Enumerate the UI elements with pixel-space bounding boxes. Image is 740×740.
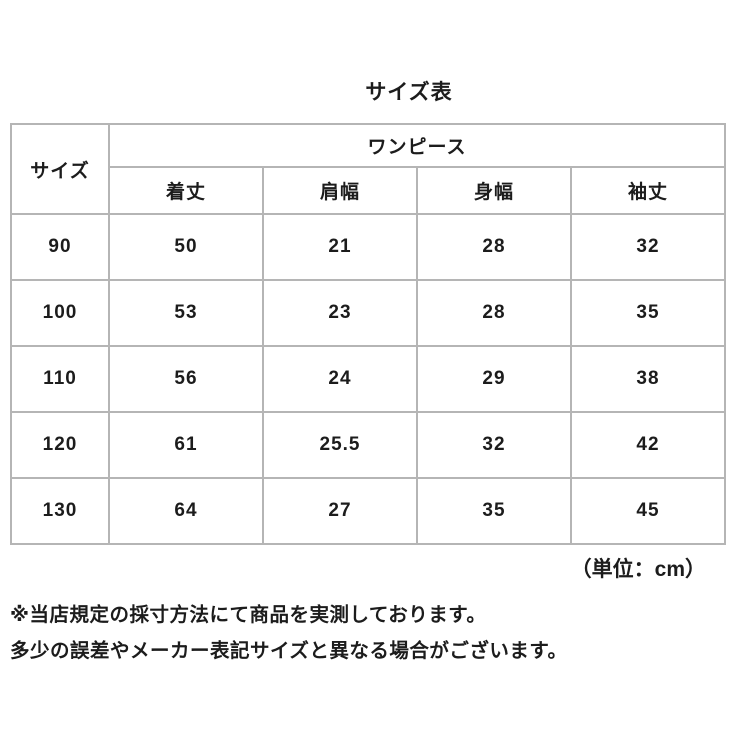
footnote-line-1: ※当店規定の採寸方法にて商品を実測しております。 bbox=[10, 604, 487, 626]
value-cell: 23 bbox=[262, 279, 418, 347]
value-cell: 25.5 bbox=[262, 411, 418, 479]
size-cell: 110 bbox=[10, 345, 110, 413]
size-cell: 130 bbox=[10, 477, 110, 545]
value-cell: 35 bbox=[570, 279, 726, 347]
table-row: 90 50 21 28 32 bbox=[10, 213, 726, 281]
value-cell: 35 bbox=[416, 477, 572, 545]
value-cell: 56 bbox=[108, 345, 264, 413]
group-header-onepiece: ワンピース bbox=[108, 123, 726, 168]
value-cell: 32 bbox=[416, 411, 572, 479]
size-cell: 120 bbox=[10, 411, 110, 479]
table-row: 130 64 27 35 45 bbox=[10, 477, 726, 545]
value-cell: 21 bbox=[262, 213, 418, 281]
value-cell: 28 bbox=[416, 213, 572, 281]
footnotes: ※当店規定の採寸方法にて商品を実測しております。 多少の誤差やメーカー表記サイズ… bbox=[10, 597, 740, 669]
column-header-body-width: 身幅 bbox=[416, 166, 572, 215]
column-header-length: 着丈 bbox=[108, 166, 264, 215]
page-title: サイズ表 bbox=[365, 81, 453, 104]
value-cell: 28 bbox=[416, 279, 572, 347]
table-row: 100 53 23 28 35 bbox=[10, 279, 726, 347]
value-cell: 45 bbox=[570, 477, 726, 545]
column-header-shoulder: 肩幅 bbox=[262, 166, 418, 215]
column-header-sleeve: 袖丈 bbox=[570, 166, 726, 215]
table-column-header-row: 着丈 肩幅 身幅 袖丈 bbox=[11, 166, 726, 215]
value-cell: 38 bbox=[570, 345, 726, 413]
footnote-line-2: 多少の誤差やメーカー表記サイズと異なる場合がございます。 bbox=[10, 640, 568, 663]
value-cell: 32 bbox=[570, 213, 726, 281]
value-cell: 42 bbox=[570, 411, 726, 479]
value-cell: 53 bbox=[108, 279, 264, 347]
value-cell: 27 bbox=[262, 477, 418, 545]
corner-header-size: サイズ bbox=[10, 123, 110, 215]
size-cell: 100 bbox=[10, 279, 110, 347]
value-cell: 29 bbox=[416, 345, 572, 413]
size-cell: 90 bbox=[10, 213, 110, 281]
value-cell: 50 bbox=[108, 213, 264, 281]
value-cell: 24 bbox=[262, 345, 418, 413]
size-chart-page: サイズ表 サイズ ワンピース 着丈 肩幅 身幅 袖丈 90 50 21 28 3… bbox=[0, 76, 740, 740]
value-cell: 61 bbox=[108, 411, 264, 479]
size-table: サイズ ワンピース 着丈 肩幅 身幅 袖丈 90 50 21 28 32 100… bbox=[10, 123, 726, 545]
table-row: 120 61 25.5 32 42 bbox=[10, 411, 726, 479]
value-cell: 64 bbox=[108, 477, 264, 545]
unit-label: （単位：cm） bbox=[570, 558, 706, 581]
table-group-header-row: サイズ ワンピース bbox=[10, 123, 726, 215]
table-row: 110 56 24 29 38 bbox=[10, 345, 726, 413]
